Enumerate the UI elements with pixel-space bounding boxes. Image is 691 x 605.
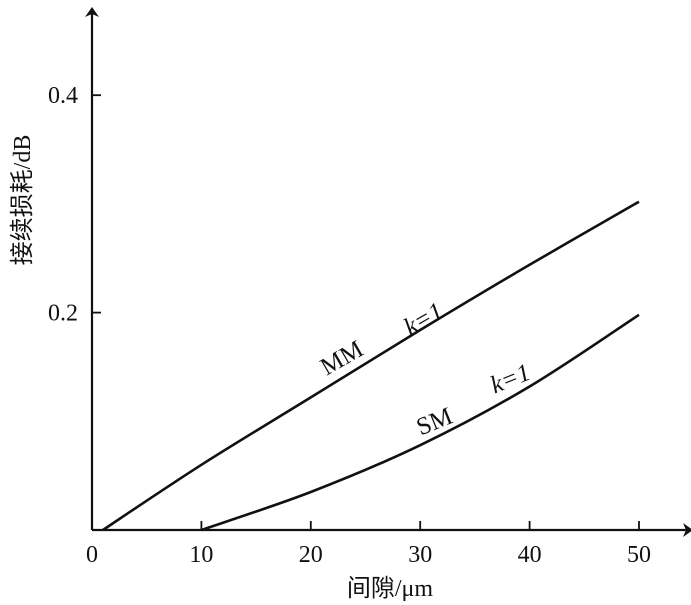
x-tick-label: 20 — [299, 542, 323, 568]
x-tick-label: 0 — [86, 542, 98, 568]
x-tick-label: 50 — [627, 542, 651, 568]
series-label-mm-main: MM — [316, 336, 368, 382]
y-tick-label: 0.2 — [48, 301, 78, 327]
series-layer — [102, 200, 640, 532]
x-tick-label: 40 — [518, 542, 542, 568]
series-label-sm-k-text: k=1 — [487, 359, 535, 399]
series-label-sm: SM — [413, 403, 457, 442]
x-tick-label: 10 — [189, 542, 213, 568]
series-line-sm — [200, 313, 640, 532]
y-ticks: 0.2 0.4 — [48, 83, 101, 327]
series-label-mm: MM — [316, 336, 368, 382]
y-axis-title: 接续损耗/dB — [9, 135, 36, 266]
series-line-mm — [102, 200, 640, 532]
x-axis-title: 间隙/μm — [347, 575, 434, 602]
series-label-mm-k-text: k=1 — [399, 298, 448, 342]
series-label-sm-k: k=1 — [487, 359, 535, 399]
x-ticks: 0 10 20 30 40 50 — [86, 521, 651, 568]
y-tick-label: 0.4 — [48, 83, 78, 109]
series-label-sm-main: SM — [413, 403, 457, 442]
series-label-mm-k: k=1 — [399, 298, 448, 342]
x-tick-label: 30 — [408, 542, 432, 568]
